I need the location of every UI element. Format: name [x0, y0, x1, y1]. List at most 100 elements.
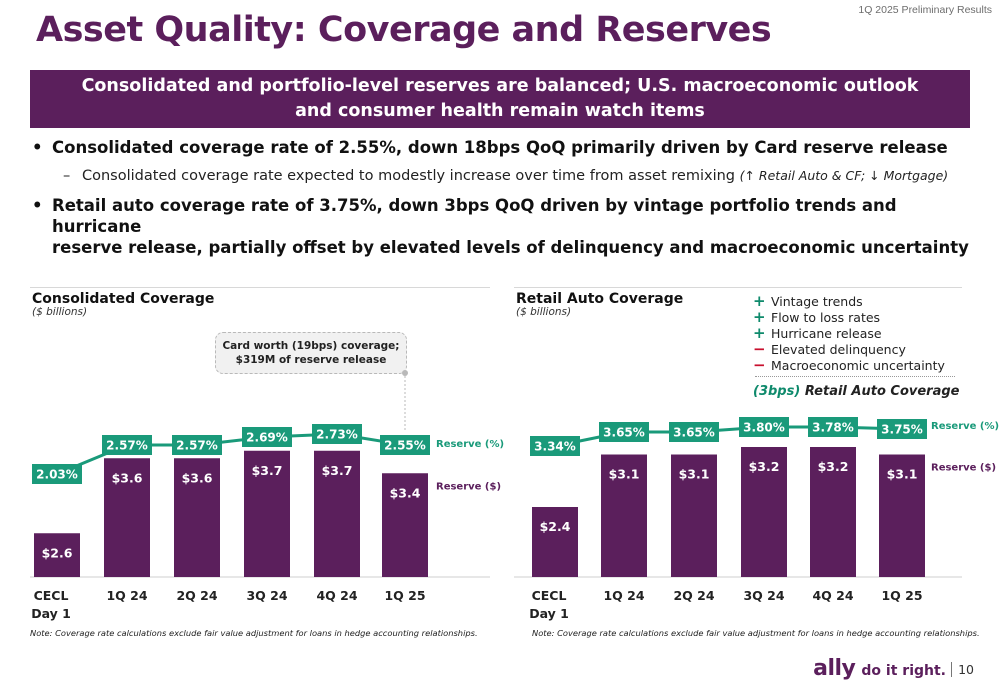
retail-auto-pct-box [599, 422, 649, 442]
retail-auto-pct-box [530, 436, 580, 456]
consolidated-category-label: Day 1 [31, 606, 71, 621]
banner-line-2: and consumer health remain watch items [295, 101, 705, 121]
legend-label: Elevated delinquency [771, 341, 906, 357]
legend-label: Hurricane release [771, 325, 882, 341]
page-number: 10 [951, 662, 974, 677]
right-chart-subtitle: ($ billions) [516, 306, 572, 318]
consolidated-bar-label: $2.6 [42, 545, 73, 560]
retail-auto-category-label: 1Q 24 [603, 588, 644, 603]
consolidated-bar-label: $3.6 [182, 470, 213, 485]
consolidated-pct-label: 2.03% [36, 468, 78, 482]
card-callout: Card worth (19bps) coverage; $319M of re… [215, 332, 407, 374]
retail-auto-bar-label: $3.1 [679, 467, 710, 482]
retail-auto-reserve-pct-name: Reserve (%) [931, 421, 999, 432]
retail-auto-bar-label: $2.4 [540, 519, 571, 534]
retail-auto-pct-box [669, 422, 719, 442]
legend-item: − Elevated delinquency [753, 340, 945, 358]
plus-icon: + [753, 292, 766, 310]
retail-auto-pct-label: 3.65% [603, 426, 645, 440]
consolidated-pct-label: 2.55% [384, 439, 426, 453]
sub-bullet-text: Consolidated coverage rate expected to m… [82, 168, 735, 184]
right-note: Note: Coverage rate calculations exclude… [532, 628, 980, 638]
drivers-legend: + Vintage trends + Flow to loss rates + Hurri… [753, 292, 945, 374]
plus-icon: + [753, 308, 766, 326]
legend-item: + Flow to loss rates [753, 308, 945, 326]
minus-icon: − [753, 340, 766, 358]
retail-auto-category-label: 2Q 24 [673, 588, 714, 603]
consolidated-pct-box [242, 427, 292, 447]
consolidated-bar-label: $3.7 [252, 463, 283, 478]
retail-auto-reserve-dollar-name: Reserve ($) [931, 463, 996, 474]
retail-auto-category-label: 3Q 24 [743, 588, 784, 603]
legend-item: + Vintage trends [753, 292, 945, 310]
left-chart-title: Consolidated Coverage [32, 291, 215, 307]
consolidated-bar [314, 450, 360, 577]
consolidated-pct-label: 2.57% [106, 439, 148, 453]
callout-connector-dot [402, 370, 408, 376]
right-chart-divider [514, 287, 962, 288]
retail-auto-category-label: Day 1 [529, 606, 569, 621]
left-chart-subtitle: ($ billions) [32, 306, 88, 318]
retail-auto-bar [810, 447, 856, 577]
summary-banner: Consolidated and portfolio-level reserve… [30, 70, 970, 128]
auto-coverage-change: (3bps) Retail Auto Coverage [753, 384, 959, 399]
legend-label: Macroeconomic uncertainty [771, 357, 945, 373]
consolidated-pct-box [172, 435, 222, 455]
consolidated-bar-label: $3.7 [322, 463, 353, 478]
consolidated-pct-label: 2.73% [316, 428, 358, 442]
retail-auto-bar-label: $3.1 [887, 467, 918, 482]
consolidated-bar [244, 450, 290, 577]
retail-auto-bar-label: $3.1 [609, 467, 640, 482]
sub-bullet-remixing: – Consolidated coverage rate expected to… [30, 166, 980, 186]
retail-auto-category-label: 1Q 25 [881, 588, 922, 603]
ally-tagline: do it right. [861, 663, 946, 679]
ally-wordmark: ally [813, 656, 856, 681]
bullet-retail-auto-line1: Retail auto coverage rate of 3.75%, down… [52, 196, 897, 236]
consolidated-bar [382, 473, 428, 577]
bullet-retail-auto: Retail auto coverage rate of 3.75%, down… [30, 195, 980, 258]
bullet-retail-auto-line2: reserve release, partially offset by ele… [52, 238, 969, 257]
consolidated-bar-label: $3.6 [112, 470, 143, 485]
consolidated-pct-box [102, 435, 152, 455]
bullet-consolidated: Consolidated coverage rate of 2.55%, dow… [30, 137, 980, 158]
retail-auto-bar [601, 454, 647, 577]
consolidated-category-label: 2Q 24 [176, 588, 217, 603]
retail-auto-pct-label: 3.75% [881, 423, 923, 437]
retail-auto-bar-label: $3.2 [749, 459, 780, 474]
legend-label: Flow to loss rates [771, 309, 881, 325]
consolidated-reserve-dollar-name: Reserve ($) [436, 481, 501, 492]
consolidated-category-label: 3Q 24 [246, 588, 287, 603]
consolidated-bar [104, 458, 150, 577]
sub-bullet-italic: (↑ Retail Auto & CF; ↓ Mortgage) [739, 168, 949, 183]
legend-label: Vintage trends [771, 293, 863, 309]
callout-line-1: Card worth (19bps) coverage; [222, 340, 400, 352]
consolidated-category-label: 4Q 24 [316, 588, 357, 603]
consolidated-category-label: 1Q 24 [106, 588, 147, 603]
retail-auto-bar [532, 507, 578, 577]
retail-auto-bar [741, 447, 787, 577]
bullet-list: Consolidated coverage rate of 2.55%, dow… [30, 137, 980, 266]
minus-icon: − [753, 356, 766, 374]
retail-auto-pct-label: 3.80% [743, 421, 785, 435]
retail-auto-pct-label: 3.65% [673, 426, 715, 440]
right-chart-title: Retail Auto Coverage [516, 291, 684, 307]
ally-logo: ally do it right. [813, 656, 946, 681]
retail-auto-pct-box [739, 417, 789, 437]
consolidated-pct-label: 2.57% [176, 439, 218, 453]
consolidated-reserve-pct-name: Reserve (%) [436, 439, 504, 450]
legend-item: − Macroeconomic uncertainty [753, 356, 945, 374]
callout-line-2: $319M of reserve release [235, 354, 387, 366]
retail-auto-bar [671, 454, 717, 577]
consolidated-category-label: CECL [34, 588, 69, 603]
retail-auto-pct-label: 3.34% [534, 440, 576, 454]
retail-auto-pct-box [808, 417, 858, 437]
consolidated-pct-label: 2.69% [246, 431, 288, 445]
consolidated-category-label: 1Q 25 [384, 588, 425, 603]
retail-auto-pct-box [877, 419, 927, 439]
retail-auto-bar-label: $3.2 [818, 459, 849, 474]
consolidated-bar [174, 458, 220, 577]
legend-item: + Hurricane release [753, 324, 945, 342]
legend-divider [755, 376, 955, 377]
page-title: Asset Quality: Coverage and Reserves [36, 10, 772, 50]
left-note: Note: Coverage rate calculations exclude… [30, 628, 478, 638]
